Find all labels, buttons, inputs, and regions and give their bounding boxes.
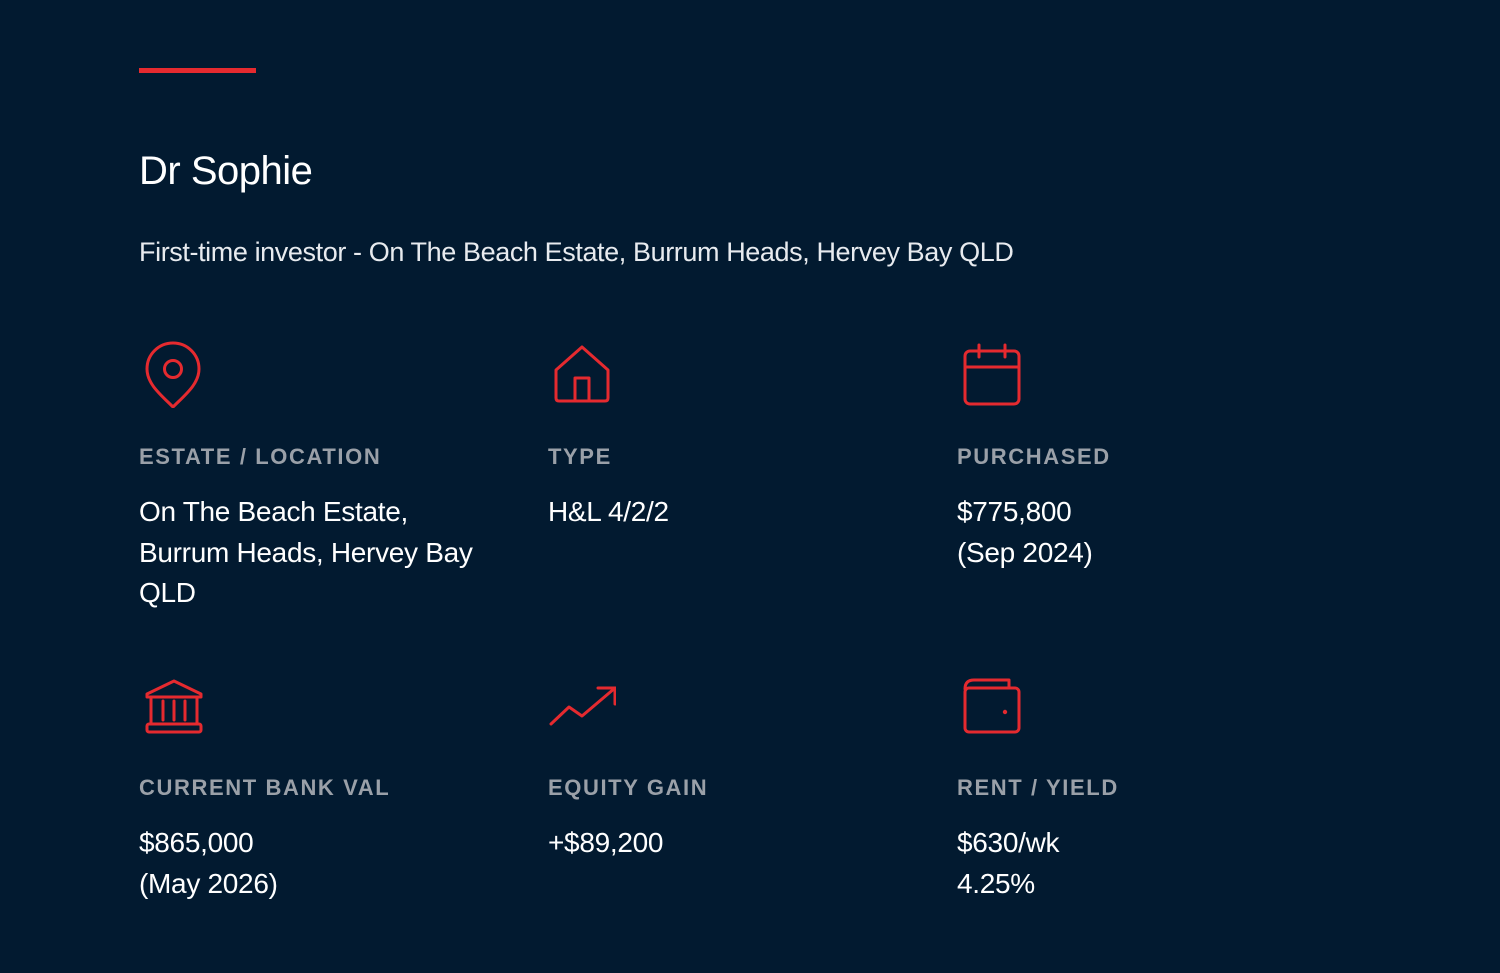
stat-label: TYPE bbox=[548, 444, 612, 469]
stat-value: H&L 4/2/2 bbox=[548, 496, 669, 527]
accent-bar bbox=[139, 68, 256, 73]
house-icon bbox=[548, 340, 616, 408]
stat-value: $630/wk 4.25% bbox=[957, 827, 1060, 899]
stat-label: CURRENT BANK VAL bbox=[139, 775, 391, 800]
stat-value: +$89,200 bbox=[548, 827, 664, 858]
trending-up-icon bbox=[548, 671, 616, 739]
location-pin-icon bbox=[139, 340, 207, 408]
stat-value: On The Beach Estate, Burrum Heads, Herve… bbox=[139, 496, 473, 608]
stat-card-purchased: PURCHASED $775,800 (Sep 2024) bbox=[957, 340, 1337, 568]
stat-label: RENT / YIELD bbox=[957, 775, 1119, 800]
stat-card-type: TYPE H&L 4/2/2 bbox=[548, 340, 928, 527]
bank-icon bbox=[139, 671, 207, 739]
stat-label: ESTATE / LOCATION bbox=[139, 444, 382, 469]
stat-value: $865,000 (May 2026) bbox=[139, 827, 278, 899]
stat-card-equity-gain: EQUITY GAIN +$89,200 bbox=[548, 671, 928, 858]
stat-card-estate-location: ESTATE / LOCATION On The Beach Estate, B… bbox=[139, 340, 519, 608]
stat-label: EQUITY GAIN bbox=[548, 775, 709, 800]
page-subtitle: First-time investor - On The Beach Estat… bbox=[139, 237, 1014, 267]
stat-value: $775,800 (Sep 2024) bbox=[957, 496, 1093, 568]
page-title: Dr Sophie bbox=[139, 149, 313, 193]
wallet-icon bbox=[957, 671, 1025, 739]
stat-card-current-bank-val: CURRENT BANK VAL $865,000 (May 2026) bbox=[139, 671, 519, 899]
stat-label: PURCHASED bbox=[957, 444, 1111, 469]
stat-card-rent-yield: RENT / YIELD $630/wk 4.25% bbox=[957, 671, 1337, 899]
calendar-icon bbox=[957, 340, 1025, 408]
